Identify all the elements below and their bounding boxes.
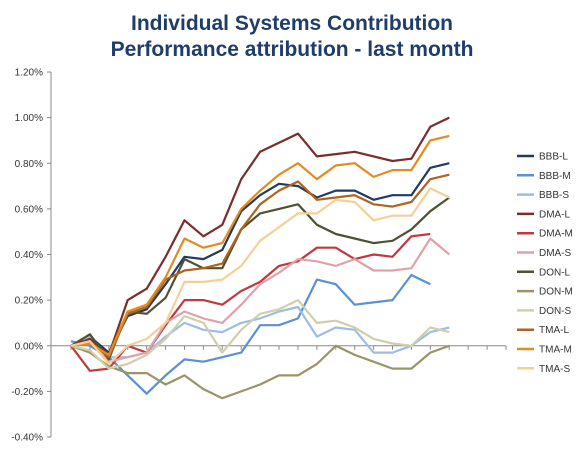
legend-label-tma-l: TMA-L [539,325,569,336]
y-tick-label: 1.20% [15,68,43,79]
legend-label-bbb-m: BBB-M [539,171,571,182]
legend-label-don-s: DON-S [539,306,572,317]
legend-label-dma-s: DMA-S [539,248,572,259]
legend-label-don-l: DON-L [539,267,571,278]
y-tick-label: -0.20% [11,387,43,398]
legend: BBB-L BBB-M BBB-S DMA-L DMA-M DMA-S DON-L DON-M… [517,152,573,375]
series-line-dma-m [70,232,431,372]
legend-label-dma-l: DMA-L [539,209,571,220]
chart-title: Individual Systems Contribution [131,12,453,35]
y-tick-label: -0.40% [11,433,43,444]
series-line-don-m [70,344,450,400]
series-line-dma-s [70,237,451,363]
legend-label-don-m: DON-M [539,287,573,298]
chart-subtitle: Performance attribution - last month [111,38,474,61]
y-tick-label: 0.60% [15,204,43,215]
series-line-dma-l [70,116,450,356]
series-line-tma-l [70,173,450,359]
legend-label-tma-s: TMA-S [539,364,570,375]
series-line-don-l [70,196,450,361]
y-tick-label: 0.40% [15,250,43,261]
y-tick-label: 0.80% [15,159,43,170]
legend-label-bbb-l: BBB-L [539,152,568,163]
y-tick-label: 0.00% [15,341,43,352]
y-tick-label: 0.20% [15,296,43,307]
series-layer [70,116,451,400]
legend-label-bbb-s: BBB-S [539,190,569,201]
legend-label-dma-m: DMA-M [539,229,573,240]
series-line-bbb-m [70,273,431,395]
series-line-don-s [70,299,450,370]
y-tick-label: 1.00% [15,113,43,124]
series-line-tma-m [70,134,450,356]
axis-layer: 1.20% 1.00% 0.80% 0.60% 0.40% 0.20% 0.00% -0.20… [11,68,507,444]
series-line-tma-s [70,187,450,366]
legend-label-tma-m: TMA-M [539,345,572,356]
series-line-bbb-l [70,162,450,354]
